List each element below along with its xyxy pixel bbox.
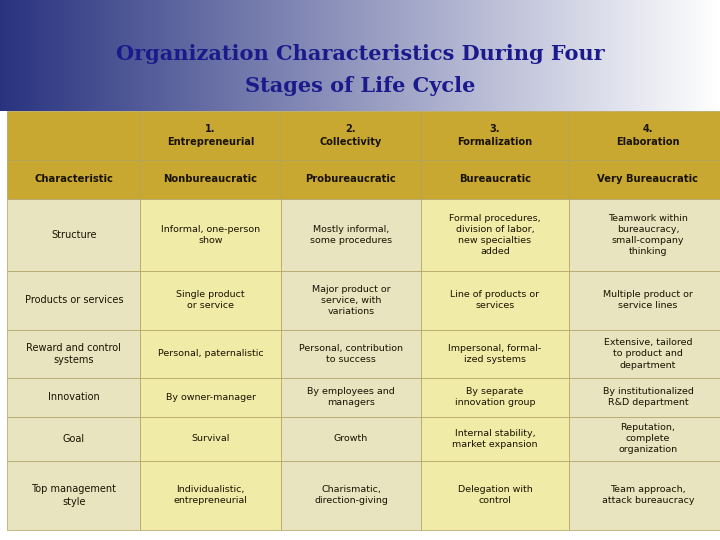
Bar — [421, 378, 569, 417]
Text: Individualistic,
entrepreneurial: Individualistic, entrepreneurial — [174, 485, 248, 505]
Text: Mostly informal,
some procedures: Mostly informal, some procedures — [310, 225, 392, 245]
Text: Impersonal, formal-
ized systems: Impersonal, formal- ized systems — [449, 344, 541, 364]
Text: By separate
innovation group: By separate innovation group — [455, 387, 535, 408]
Bar — [140, 160, 281, 199]
Text: Products or services: Products or services — [24, 295, 123, 306]
Text: Very Bureaucratic: Very Bureaucratic — [598, 174, 698, 184]
Text: Major product or
service, with
variations: Major product or service, with variation… — [312, 285, 390, 316]
Text: By employees and
managers: By employees and managers — [307, 387, 395, 408]
Bar — [140, 111, 281, 160]
Bar — [569, 417, 720, 461]
Bar — [140, 461, 281, 530]
Bar — [281, 461, 421, 530]
Bar — [7, 378, 140, 417]
Text: Goal: Goal — [63, 434, 85, 444]
Bar — [281, 111, 421, 160]
Bar — [140, 199, 281, 271]
Text: Survival: Survival — [192, 434, 230, 443]
Bar — [569, 199, 720, 271]
Text: Growth: Growth — [334, 434, 368, 443]
Text: Probureaucratic: Probureaucratic — [305, 174, 397, 184]
Text: By owner-manager: By owner-manager — [166, 393, 256, 402]
Text: Top management
style: Top management style — [31, 484, 117, 507]
Bar — [421, 271, 569, 330]
Text: Reputation,
complete
organization: Reputation, complete organization — [618, 423, 678, 454]
Text: Team approach,
attack bureaucracy: Team approach, attack bureaucracy — [602, 485, 694, 505]
Text: 2.
Collectivity: 2. Collectivity — [320, 124, 382, 146]
Bar — [140, 271, 281, 330]
Bar — [569, 461, 720, 530]
Bar — [569, 378, 720, 417]
Text: 4.
Elaboration: 4. Elaboration — [616, 124, 680, 146]
Text: Extensive, tailored
to product and
department: Extensive, tailored to product and depar… — [604, 339, 692, 369]
Text: Personal, contribution
to success: Personal, contribution to success — [299, 344, 403, 364]
Bar — [7, 111, 140, 160]
Bar — [140, 378, 281, 417]
Text: By institutionalized
R&D department: By institutionalized R&D department — [603, 387, 693, 408]
Text: Charismatic,
direction-giving: Charismatic, direction-giving — [314, 485, 388, 505]
Text: Informal, one-person
show: Informal, one-person show — [161, 225, 260, 245]
Bar — [281, 160, 421, 199]
Bar — [7, 330, 140, 378]
Bar — [421, 199, 569, 271]
Bar — [421, 111, 569, 160]
Text: Stages of Life Cycle: Stages of Life Cycle — [245, 76, 475, 97]
Text: Reward and control
systems: Reward and control systems — [27, 343, 121, 365]
Bar — [421, 417, 569, 461]
Bar — [421, 461, 569, 530]
Bar — [140, 330, 281, 378]
Text: Characteristic: Characteristic — [35, 174, 113, 184]
Text: Single product
or service: Single product or service — [176, 291, 245, 310]
Text: Personal, paternalistic: Personal, paternalistic — [158, 349, 264, 359]
Bar — [7, 199, 140, 271]
Text: Line of products or
services: Line of products or services — [451, 291, 539, 310]
Text: Formal procedures,
division of labor,
new specialties
added: Formal procedures, division of labor, ne… — [449, 214, 541, 256]
Bar — [7, 461, 140, 530]
Bar — [569, 160, 720, 199]
Text: Multiple product or
service lines: Multiple product or service lines — [603, 291, 693, 310]
Bar — [569, 330, 720, 378]
Bar — [7, 160, 140, 199]
Bar — [421, 160, 569, 199]
Bar — [7, 417, 140, 461]
Bar — [140, 417, 281, 461]
Text: 1.
Entrepreneurial: 1. Entrepreneurial — [167, 124, 254, 146]
Text: Bureaucratic: Bureaucratic — [459, 174, 531, 184]
Text: Internal stability,
market expansion: Internal stability, market expansion — [452, 429, 538, 449]
Text: Innovation: Innovation — [48, 393, 99, 402]
Bar — [281, 417, 421, 461]
Bar — [7, 271, 140, 330]
Text: Nonbureaucratic: Nonbureaucratic — [163, 174, 258, 184]
Text: 3.
Formalization: 3. Formalization — [457, 124, 533, 146]
Text: Structure: Structure — [51, 230, 96, 240]
Bar — [569, 111, 720, 160]
Bar — [281, 271, 421, 330]
Text: Delegation with
control: Delegation with control — [458, 485, 532, 505]
Bar — [281, 330, 421, 378]
Bar — [281, 199, 421, 271]
Bar — [569, 271, 720, 330]
Bar — [421, 330, 569, 378]
Bar — [281, 378, 421, 417]
Text: Teamwork within
bureaucracy,
small-company
thinking: Teamwork within bureaucracy, small-compa… — [608, 214, 688, 256]
Text: Organization Characteristics During Four: Organization Characteristics During Four — [116, 44, 604, 64]
